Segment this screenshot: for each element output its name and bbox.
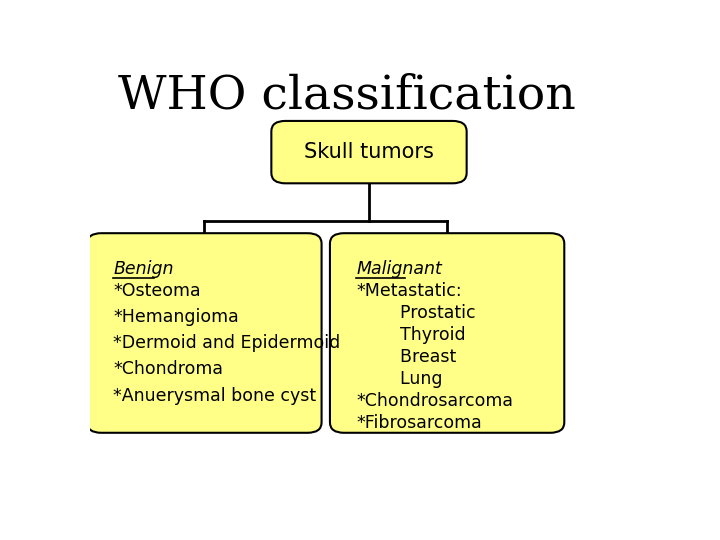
Text: *Dermoid and Epidermoid: *Dermoid and Epidermoid	[114, 334, 341, 352]
FancyBboxPatch shape	[271, 121, 467, 183]
Text: *Chondroma: *Chondroma	[114, 360, 223, 379]
Text: Thyroid: Thyroid	[356, 326, 466, 344]
Text: *Chondrosarcoma: *Chondrosarcoma	[356, 392, 513, 410]
Text: Breast: Breast	[356, 348, 456, 366]
Text: Malignant: Malignant	[356, 260, 442, 278]
Text: Lung: Lung	[356, 370, 443, 388]
Text: Benign: Benign	[114, 260, 174, 278]
FancyBboxPatch shape	[87, 233, 322, 433]
Text: *Fibrosarcoma: *Fibrosarcoma	[356, 414, 482, 432]
Text: Skull tumors: Skull tumors	[304, 142, 434, 162]
Text: *Metastatic:: *Metastatic:	[356, 282, 462, 300]
FancyBboxPatch shape	[330, 233, 564, 433]
Text: Prostatic: Prostatic	[356, 304, 476, 322]
Text: WHO classification: WHO classification	[118, 73, 575, 119]
Text: *Osteoma: *Osteoma	[114, 282, 201, 300]
Text: *Hemangioma: *Hemangioma	[114, 308, 239, 326]
Text: *Anuerysmal bone cyst: *Anuerysmal bone cyst	[114, 387, 317, 404]
